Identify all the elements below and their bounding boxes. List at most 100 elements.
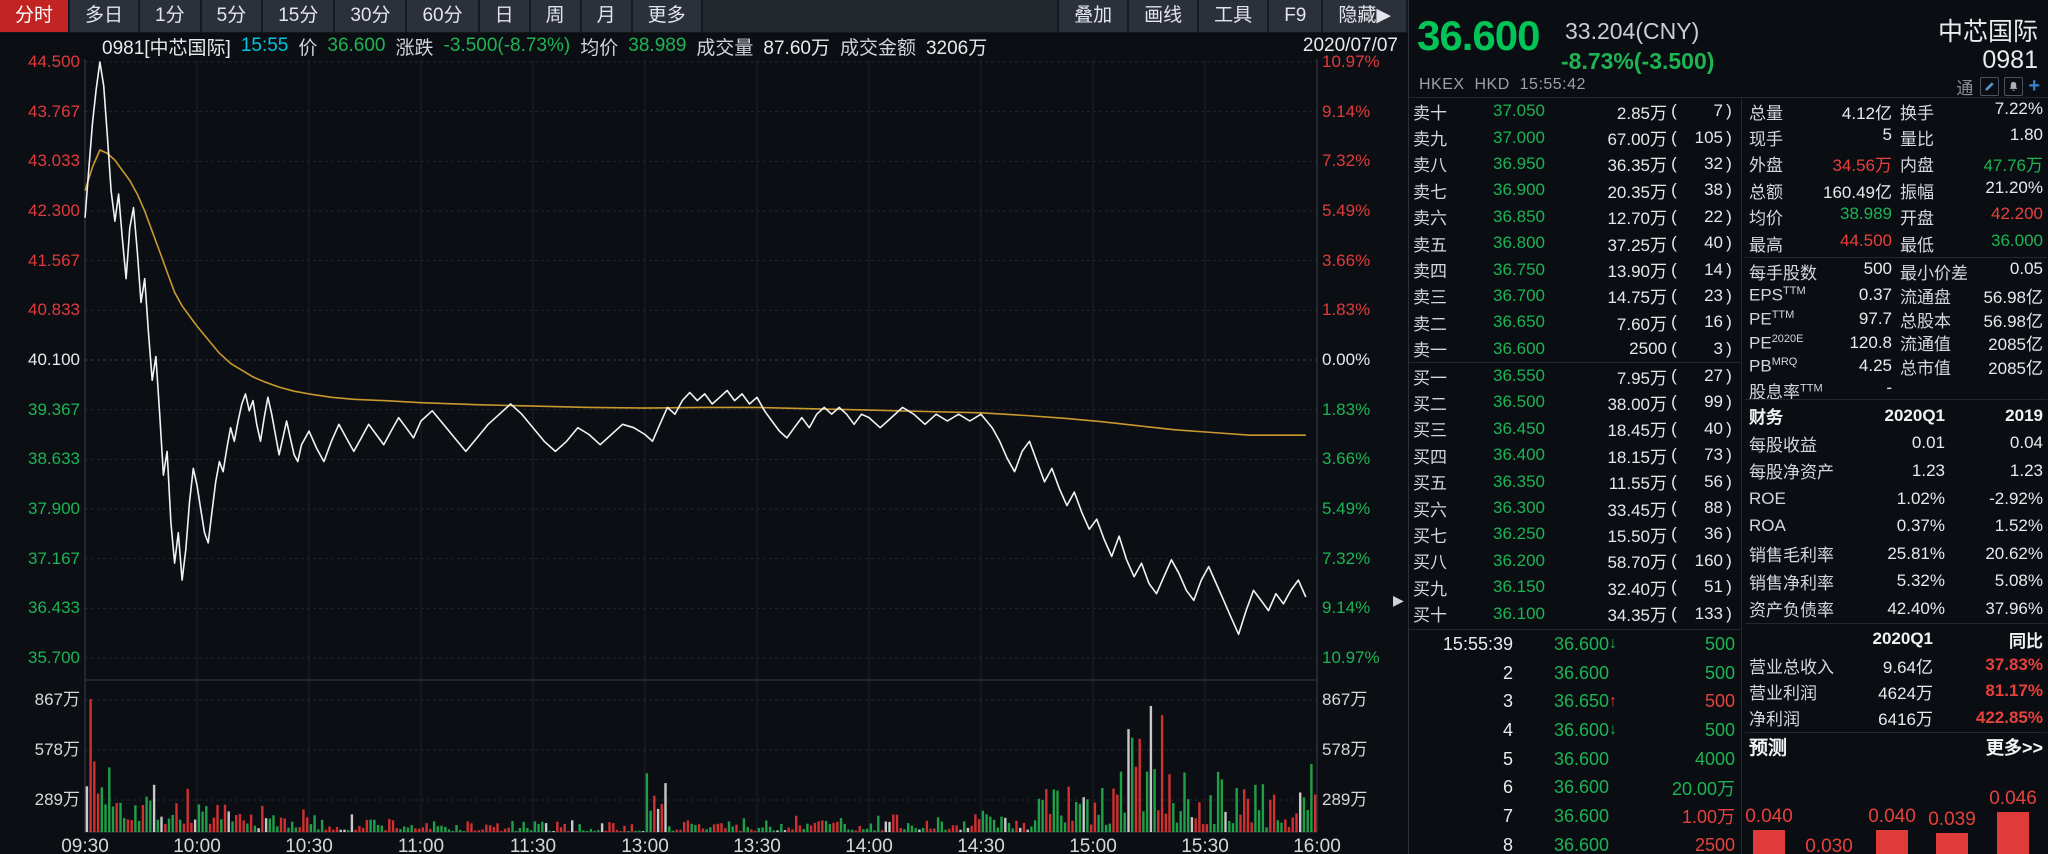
tab-分时[interactable]: 分时 (0, 0, 71, 32)
pct-tick-1: 9.14% (1322, 101, 1371, 121)
tick-row[interactable]: 7 36.600 1.00万 (1409, 802, 1741, 831)
stat-label: 换手 (1900, 103, 1934, 123)
quote-time: 15:55:42 (1519, 76, 1586, 93)
bid-count: 36 (1704, 524, 1723, 544)
bid-row[interactable]: 买十 36.100 34.35万(133) (1409, 600, 1741, 626)
indicator-value: 4.25 (1858, 356, 1892, 376)
bid-row[interactable]: 买八 36.200 58.70万(160) (1409, 548, 1741, 574)
ask-row[interactable]: 卖四 36.750 13.90万(14) (1409, 256, 1741, 282)
tool-工具[interactable]: 工具 (1199, 0, 1270, 32)
bell-icon[interactable] (2004, 77, 2024, 96)
stats-row: 均价 38.989 开盘 42.200 (1745, 204, 2047, 230)
ask-count: 23 (1704, 285, 1723, 305)
bid-row[interactable]: 买三 36.450 18.45万(40) (1409, 416, 1741, 442)
ask-price: 36.950 (1493, 153, 1545, 173)
tab-30分[interactable]: 30分 (335, 0, 408, 32)
ask-price: 36.600 (1493, 338, 1545, 358)
tick-row[interactable]: 2 36.600 500 (1409, 659, 1741, 688)
ask-label: 卖五 (1413, 235, 1447, 255)
tool-画线[interactable]: 画线 (1129, 0, 1200, 32)
bid-row[interactable]: 买四 36.400 18.15万(73) (1409, 442, 1741, 468)
tick-row[interactable]: 4 36.600 ↓ 500 (1409, 716, 1741, 745)
financials-col1: 2020Q1 (1884, 405, 1946, 425)
stat-value: 21.20% (1985, 177, 2043, 197)
tick-row[interactable]: 8 36.600 2500 (1409, 831, 1741, 854)
intraday-plot[interactable] (0, 59, 1408, 854)
stat-pair: 总额 160.49亿 (1745, 178, 1896, 203)
ask-count: 32 (1704, 153, 1723, 173)
bid-row[interactable]: 买二 36.500 38.00万(99) (1409, 389, 1741, 415)
ask-row[interactable]: 卖三 36.700 14.75万(23) (1409, 283, 1741, 309)
bid-price: 36.400 (1493, 445, 1545, 465)
tab-日[interactable]: 日 (479, 0, 531, 32)
panel-collapse-handle[interactable]: ▶ (1393, 592, 1404, 608)
bid-row[interactable]: 买一 36.550 7.95万(27) (1409, 363, 1741, 389)
tick-price: 36.600 (1553, 805, 1609, 826)
bid-row[interactable]: 买七 36.250 15.50万(36) (1409, 521, 1741, 547)
financials-row: 每股收益 0.01 0.04 (1745, 430, 2047, 458)
tool-叠加[interactable]: 叠加 (1059, 0, 1130, 32)
ask-row[interactable]: 卖二 36.650 7.60万(16) (1409, 309, 1741, 335)
forecast-more-link[interactable]: 更多>> (1985, 737, 2043, 758)
stats-column: 总量 4.12亿 换手 7.22% 现手 5 量比 1.80 外盘 34.56万 内盘 47.76万总… (1745, 0, 2047, 854)
tab-多日[interactable]: 多日 (70, 0, 141, 32)
bid-label: 买七 (1413, 526, 1447, 546)
ask-row[interactable]: 卖九 37.000 67.00万(105) (1409, 124, 1741, 150)
chart-info-bar: 0981[中芯国际] 15:55 价 36.600 涨跌 -3.500(-8.73%) 均价… (0, 33, 1408, 59)
ask-row[interactable]: 卖八 36.950 36.35万(32) (1409, 151, 1741, 177)
tab-1分[interactable]: 1分 (140, 0, 202, 32)
indicator-value: 97.7 (1858, 308, 1892, 328)
tick-row[interactable]: 5 36.600 4000 (1409, 745, 1741, 774)
ask-label: 卖七 (1413, 182, 1447, 202)
tab-更多[interactable]: 更多 (632, 0, 703, 32)
intraday-chart[interactable]: 44.500 43.767 43.033 42.300 41.567 40.833 40.1… (0, 53, 1408, 854)
edit-icon[interactable] (1980, 77, 2000, 96)
tick-quantity: 20.00万 (1671, 778, 1735, 799)
bid-row[interactable]: 买九 36.150 32.40万(51) (1409, 574, 1741, 600)
paren: ( (1671, 259, 1677, 279)
time-tick-13:30: 13:30 (733, 836, 781, 854)
tool-隐藏[interactable]: 隐藏▶ (1323, 0, 1408, 32)
financial-metric: ROE (1749, 488, 1786, 508)
bid-price: 36.150 (1493, 577, 1545, 597)
paren: ) (1726, 206, 1732, 226)
ask-row[interactable]: 卖一 36.600 2500(3) (1409, 336, 1741, 362)
stat-pair: 换手 7.22% (1896, 99, 2047, 124)
yoy-value: 6416万 (1878, 710, 1933, 730)
ask-row[interactable]: 卖五 36.800 37.25万(40) (1409, 230, 1741, 256)
stat-label: 总量 (1749, 103, 1783, 123)
ask-price: 36.850 (1493, 206, 1545, 226)
tab-周[interactable]: 周 (530, 0, 582, 32)
volume-tick-left-867万: 867万 (34, 690, 80, 709)
tab-月[interactable]: 月 (581, 0, 633, 32)
tab-60分[interactable]: 60分 (407, 0, 480, 32)
price-change: -8.73%(-3.500) (1561, 48, 1715, 74)
indicator-label: PBMRQ (1749, 356, 1798, 376)
plus-icon[interactable]: + (2028, 75, 2040, 97)
bid-row[interactable]: 买六 36.300 33.45万(88) (1409, 495, 1741, 521)
stat-pair: 总量 4.12亿 (1745, 99, 1896, 124)
pct-tick-7: 1.83% (1322, 399, 1371, 419)
tick-time: 4 (1502, 719, 1513, 740)
paren: ( (1671, 550, 1677, 570)
tick-row[interactable]: 15:55:39 36.600 ↓ 500 (1409, 630, 1741, 659)
paren: ) (1726, 101, 1732, 121)
ask-row[interactable]: 卖七 36.900 20.35万(38) (1409, 177, 1741, 203)
price-in-cny: 33.204(CNY) (1565, 18, 1700, 44)
financial-metric: 每股净资产 (1749, 463, 1834, 483)
ask-volume: 2500 (1629, 338, 1667, 358)
tick-row[interactable]: 6 36.600 20.00万 (1409, 773, 1741, 802)
ask-row[interactable]: 卖十 37.050 2.85万(7) (1409, 98, 1741, 124)
tool-F9[interactable]: F9 (1269, 0, 1324, 32)
ask-count: 40 (1704, 233, 1723, 253)
pct-tick-5: 1.83% (1322, 300, 1371, 320)
indicator-label: 流通盘 (1900, 288, 1951, 308)
ask-row[interactable]: 卖六 36.850 12.70万(22) (1409, 204, 1741, 230)
bid-row[interactable]: 买五 36.350 11.55万(56) (1409, 468, 1741, 494)
ask-price: 37.050 (1493, 101, 1545, 121)
tab-15分[interactable]: 15分 (263, 0, 336, 32)
tick-row[interactable]: 3 36.650 ↑ 500 (1409, 687, 1741, 716)
time-tick-15:00: 15:00 (1069, 836, 1117, 854)
tab-5分[interactable]: 5分 (201, 0, 264, 32)
financial-value-q1: 5.32% (1896, 571, 1945, 591)
